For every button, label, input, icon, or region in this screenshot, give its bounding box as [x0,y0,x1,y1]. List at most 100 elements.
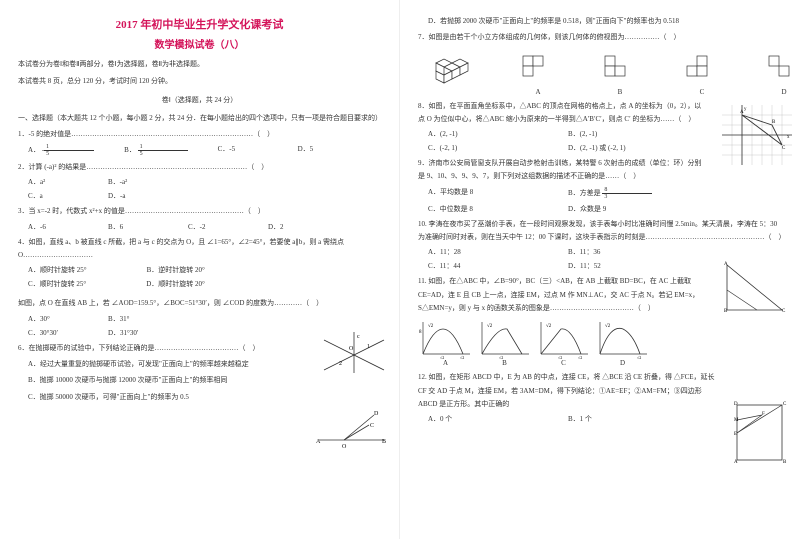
curve-c-icon: √2√2√2 [536,319,591,359]
svg-text:B: B [783,460,787,465]
q9-opts2: C．中位数是 8D．众数是 9 [428,204,782,214]
q5-opts: A．30° B．31° [28,314,381,324]
cube-main [426,51,486,96]
q10-opts: A．11：28B．11：36 [428,247,782,257]
svg-text:√2: √2 [546,323,552,329]
opt-d-icon [754,51,800,86]
svg-text:8: 8 [419,330,422,335]
q3-c: C．-2 [188,222,238,232]
q2-text: 2．计算 (-a)² 的结果是……………………………………………………………（ … [18,161,381,174]
q11-curves: √28√2√2A √2√2B √2√2√2C √2√2D [418,319,782,367]
q3-text: 3．当 x=-2 时，代数式 x²+x 的值是……………………………………………… [18,205,381,218]
q5-text: 如图，点 O 在直线 AB 上，若 ∠AOD=159.5°，∠BOC=51°30… [18,297,381,310]
q4-d: D．顺时针旋转 20° [146,279,205,289]
figure-q4: c O 1 2 [319,330,389,375]
q9-text: 9．济南市公安局管窗支队开展自动步枪射击训练，某特警 6 次射击的成绩（单位：环… [418,157,708,184]
q5-c: C．30°30′ [28,328,78,338]
q5-a: A．30° [28,314,78,324]
svg-text:√2: √2 [578,355,582,359]
svg-text:√2: √2 [637,355,641,359]
svg-text:√2: √2 [487,323,493,329]
section-1-desc: 一、选择题（本大题共 12 个小题，每小题 2 分，共 24 分．在每小题给出的… [18,113,381,124]
q1-opts: A． -15 B． 15 C．-5 D．5 [28,144,381,157]
q6-c: C．抛掷 50000 次硬币，可得"正面向上"的频率为 0.5 [28,391,381,404]
q1-text: 1．-5 的绝对值是……………………………………………………………………（ ） [18,128,381,141]
svg-text:A: A [316,439,321,445]
curve-d-icon: √2 √2 [595,319,650,359]
q4-b: B．逆时针旋转 20° [147,265,205,275]
svg-text:B: B [382,439,386,445]
intro-1: 本试卷分为卷Ⅰ和卷Ⅱ两部分，卷Ⅰ为选择题，卷Ⅱ为非选择题。 [18,59,381,70]
svg-text:c: c [357,334,360,340]
svg-text:B: B [772,120,776,125]
q7-figures: A B C D [426,51,782,96]
cube-iso-icon [426,51,486,86]
q3-opts: A．-6 B．6 C．-2 D．2 [28,222,381,232]
figure-q8: ABC xy [722,105,792,165]
q3-d: D．2 [268,222,318,232]
q4-a: A．顺时针旋转 25° [28,265,87,275]
svg-text:E: E [734,432,737,437]
q8-text: 8．如图，在平面直角坐标系中，△ABC 的顶点在网格的格点上，点 A 的坐标为（… [418,100,708,127]
q12-text: 12. 如图，在矩形 ABCD 中，E 为 AB 的中点，连接 CE，将 △BC… [418,371,718,411]
svg-text:A: A [734,460,738,465]
svg-text:2: 2 [339,361,342,367]
q11-text: 11. 如图，在△ABC 中，∠B=90°，BC（三）<AB，在 AB 上截取 … [418,275,708,315]
curve-a-icon: √28√2√2 [418,319,473,359]
q5-d: D．31°30′ [108,328,158,338]
q6-d: D．若抛掷 2000 次硬币"正面向上"的频率是 0.518，则"正面向下"的频… [428,15,782,28]
q2-d: D．-a [108,191,158,201]
svg-text:F: F [762,412,765,417]
q6-b: B．抛掷 10000 次硬币与抛掷 12000 次硬币"正面向上"的频率相同 [28,374,381,387]
svg-text:O: O [349,346,354,352]
q1-c: C．-5 [218,144,268,157]
q5-b: B．31° [108,314,158,324]
svg-text:√2: √2 [605,323,611,329]
curve-b-icon: √2√2 [477,319,532,359]
q2-a: A．a² [28,177,78,187]
q4-opts2: C．顺时针旋转 25° D．顺时针旋转 20° [28,279,381,289]
q3-b: B．6 [108,222,158,232]
svg-text:C: C [370,423,374,429]
figure-q5: A O B C D [314,405,389,455]
left-column: 2017 年初中毕业生升学文化课考试 数学模拟试卷（八） 本试卷分为卷Ⅰ和卷Ⅱ两… [0,0,400,539]
q1-d: D．5 [298,144,348,157]
svg-text:C: C [783,402,787,407]
title-main: 2017 年初中毕业生升学文化课考试 [18,16,381,32]
intro-2: 本试卷共 8 页，总分 120 分，考试时间 120 分钟。 [18,76,381,87]
q1-a: A． -15 [28,144,94,157]
right-column: D．若抛掷 2000 次硬币"正面向上"的频率是 0.518，则"正面向下"的频… [400,0,800,539]
svg-text:x: x [787,135,790,140]
title-sub: 数学模拟试卷（八） [18,36,381,51]
opt-b-icon [590,51,650,86]
q7-text: 7．如图是由若干个小立方体组成的几何体，则该几何体的俯视图为……………（ ） [418,31,782,44]
svg-text:O: O [342,444,347,450]
svg-text:√2: √2 [428,323,434,329]
svg-text:√2: √2 [460,355,464,359]
q2-opts2: C．a D．-a [28,191,381,201]
q2-b: B．-a² [108,177,158,187]
q12-opts: A．0 个B．1 个 [428,414,782,424]
q4-c: C．顺时针旋转 25° [28,279,86,289]
q1-b: B． 15 [124,144,187,157]
opt-a-icon [508,51,568,86]
svg-text:A: A [724,262,728,267]
q10-text: 10. 李涛在夜市买了巫潮价手表，在一段时间观察发现，该手表每小时比准确时间慢 … [418,218,782,245]
svg-text:y: y [744,107,747,112]
opt-c-icon [672,51,732,86]
q2-opts: A．a² B．-a² [28,177,381,187]
q9-opts: A．平均数是 8B．方差是 83 [428,187,782,200]
svg-text:1: 1 [367,344,370,350]
figure-q12: D C A B E M F [732,395,792,465]
svg-text:C: C [782,146,786,151]
q3-a: A．-6 [28,222,78,232]
figure-q11: ABC [722,260,792,315]
q4-text: 4．如图，直线 a、b 被直线 c 所截，把 a 与 c 的交点为 O，且 ∠1… [18,236,381,263]
svg-text:M: M [734,418,739,423]
q4-opts: A．顺时针旋转 25° B．逆时针旋转 20° [28,265,381,275]
svg-text:C: C [782,309,786,314]
svg-text:D: D [374,411,379,417]
svg-text:D: D [734,402,738,407]
q2-c: C．a [28,191,78,201]
section-1-header: 卷Ⅰ（选择题，共 24 分） [18,95,381,105]
